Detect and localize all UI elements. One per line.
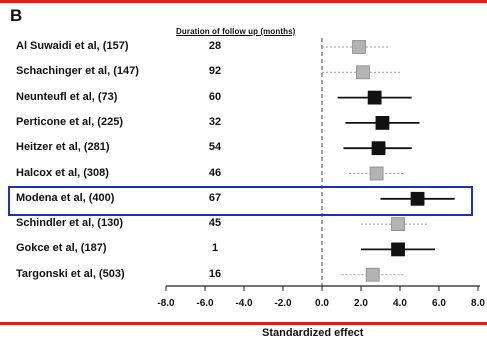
x-axis-label: Standardized effect [262, 327, 364, 339]
study-effect-marker [410, 191, 425, 206]
x-tick-label: 6.0 [432, 298, 446, 309]
study-label: Halcox et al, (308) [16, 166, 109, 179]
x-tick-label: -2.0 [274, 298, 292, 309]
x-tick-label: 8.0 [471, 298, 485, 309]
study-label: Neunteufl et al, (73) [16, 90, 118, 103]
bottom-red-rule [0, 322, 487, 325]
study-marks [322, 40, 455, 282]
study-duration: 1 [211, 242, 219, 255]
study-label: Perticone et al, (225) [16, 115, 123, 128]
duration-header: Duration of follow up (months) [176, 27, 296, 36]
study-duration: 67 [208, 191, 222, 204]
x-tick-label: 4.0 [393, 298, 407, 309]
study-label: Gokce et al, (187) [16, 242, 107, 255]
study-duration: 28 [208, 40, 222, 52]
study-effect-marker [391, 242, 405, 257]
highlight-box [8, 186, 473, 216]
x-tick-label: -4.0 [235, 298, 253, 309]
study-label: Al Suwaidi et al, (157) [16, 40, 129, 52]
x-tick-label: 2.0 [354, 298, 368, 309]
study-label: Schachinger et al, (147) [16, 65, 139, 78]
x-tick-label: -6.0 [196, 298, 214, 309]
study-duration: 16 [208, 267, 222, 280]
study-effect-marker [356, 65, 370, 80]
study-duration: 46 [208, 166, 222, 179]
x-tick-label: -8.0 [157, 298, 175, 309]
study-duration: 45 [208, 217, 222, 230]
study-label: Schindler et al, (130) [16, 217, 123, 230]
study-duration: 60 [208, 90, 222, 103]
study-duration: 32 [208, 115, 222, 128]
study-effect-marker [367, 90, 382, 105]
top-red-rule [0, 0, 487, 3]
x-tick-label: 0.0 [315, 298, 329, 309]
study-effect-marker [369, 166, 384, 181]
study-label: Modena et al, (400) [16, 191, 115, 204]
x-axis-ticks [165, 286, 479, 291]
study-label: Targonski et al, (503) [16, 267, 125, 280]
panel-letter: B [10, 6, 23, 25]
study-effect-marker [391, 217, 405, 232]
study-effect-marker [375, 116, 390, 130]
study-effect-marker [371, 141, 386, 156]
study-duration: 54 [208, 141, 222, 154]
study-duration: 92 [208, 65, 222, 78]
study-label: Heitzer et al, (281) [16, 141, 110, 154]
study-effect-marker [352, 40, 366, 54]
study-effect-marker [365, 267, 380, 282]
